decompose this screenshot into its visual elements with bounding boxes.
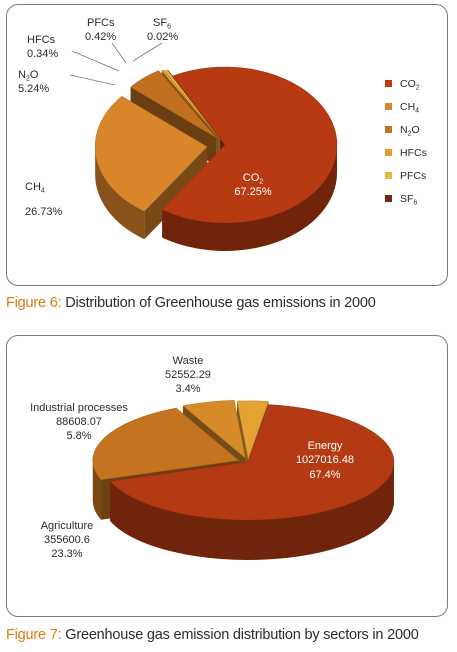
gas-ch4-slice — [94, 95, 208, 212]
sector-waste-slice — [236, 400, 269, 460]
figure-7-number: Figure 7: — [6, 627, 62, 643]
leader-line-hfcs — [71, 50, 120, 72]
sf6-slice-value-label: 0.02% — [147, 31, 178, 43]
n2o-legend-label: N2O — [400, 124, 420, 138]
hfcs-legend-swatch — [385, 149, 392, 156]
waste-slice-name-label: Waste — [173, 355, 204, 367]
hfcs-slice-name-label: HFCs — [27, 34, 56, 46]
n2o-slice-name-label: N2O — [18, 69, 39, 83]
ch4-slice-value-label: 26.73% — [25, 206, 63, 218]
sector-energy-side — [110, 462, 394, 560]
gas-co2-slice — [161, 66, 338, 224]
hfcs-legend-label: HFCs — [400, 147, 427, 159]
gas-ch4-cut-face — [144, 146, 208, 240]
ch4-legend-label: CH4 — [400, 101, 419, 115]
leader-line-sf6 — [132, 42, 163, 62]
leader-line-n2o — [69, 74, 116, 86]
sf6-legend-label: SF6 — [400, 193, 417, 207]
n2o-legend-swatch — [385, 126, 392, 133]
co2-slice-name-label: CO2 — [243, 172, 264, 186]
gas-ch4-side — [95, 146, 145, 240]
sector-slice-tops — [92, 400, 395, 521]
figure-6-number: Figure 6: — [6, 295, 62, 311]
sector-agriculture-slice — [92, 407, 240, 480]
gas-slice-walls — [95, 145, 337, 251]
gas-sf6-slice — [167, 69, 221, 140]
co2-legend-swatch — [385, 80, 392, 87]
waste-slice-value-label: 52552.29 — [165, 369, 211, 381]
figure-6-caption: Figure 6: Distribution of Greenhouse gas… — [6, 295, 451, 311]
gas-n2o-slice — [130, 70, 217, 138]
sector-agriculture-side — [92, 460, 102, 520]
leader-line-pfcs — [111, 42, 127, 64]
gas-slice-tops — [94, 66, 338, 224]
co2-slice-value-label: 67.25% — [234, 186, 272, 198]
ghg-sector-pie-chart: Energy 1027016.48 67.4% Agriculture 355600.6… — [30, 355, 395, 560]
energy-slice-name-label: Energy — [308, 440, 343, 452]
industrial-processes-slice-value-label: 88608.07 — [56, 416, 102, 428]
figure-6-panel: CO2 67.25% CH4 26.73% N2O 5.24% HFCs 0.34% PFCs 0… — [6, 4, 448, 286]
sector-slice-walls — [92, 460, 394, 560]
ghg-gas-pie-chart: CO267.25%CH426.73%N2O5.24%HFCs0.34%PFCs0… — [18, 17, 427, 251]
agriculture-slice-percent-label: 23.3% — [51, 548, 82, 560]
figure-7-caption-text: Greenhouse gas emission distribution by … — [61, 627, 419, 643]
energy-slice-percent-label: 67.4% — [309, 469, 340, 481]
sf6-legend-swatch — [385, 195, 392, 202]
gas-legend: CO2 CH4 N2O HFCs PFCs SF6 — [385, 78, 427, 207]
pfcs-legend-swatch — [385, 172, 392, 179]
gas-co2-side — [162, 145, 337, 251]
energy-slice-value-label: 1027016.48 — [296, 454, 354, 466]
gas-hfcs-slice — [161, 69, 220, 138]
sector-industrial-processes-slice — [182, 400, 246, 459]
agriculture-slice-name-label: Agriculture — [41, 520, 94, 532]
ch4-legend-swatch — [385, 103, 392, 110]
pfcs-slice-name-label: PFCs — [87, 17, 115, 29]
industrial-processes-slice-percent-label: 5.8% — [66, 430, 91, 442]
figure-6-caption-text: Distribution of Greenhouse gas emissions… — [61, 295, 376, 311]
n2o-slice-value-label: 5.24% — [18, 83, 49, 95]
industrial-processes-slice-name-label: Industrial processes — [30, 402, 128, 414]
figure-7-caption: Figure 7: Greenhouse gas emission distri… — [6, 627, 451, 643]
hfcs-slice-value-label: 0.34% — [27, 48, 58, 60]
pfcs-legend-label: PFCs — [400, 170, 426, 182]
ch4-slice-name-label: CH4 — [25, 181, 45, 195]
sf6-slice-name-label: SF6 — [153, 17, 171, 31]
figure-7-panel: Energy 1027016.48 67.4% Agriculture 355600.6… — [6, 335, 448, 617]
pfcs-slice-value-label: 0.42% — [85, 31, 116, 43]
sector-energy-slice — [109, 404, 395, 521]
co2-legend-label: CO2 — [400, 78, 420, 92]
agriculture-slice-value-label: 355600.6 — [44, 534, 90, 546]
waste-slice-percent-label: 3.4% — [175, 383, 200, 395]
